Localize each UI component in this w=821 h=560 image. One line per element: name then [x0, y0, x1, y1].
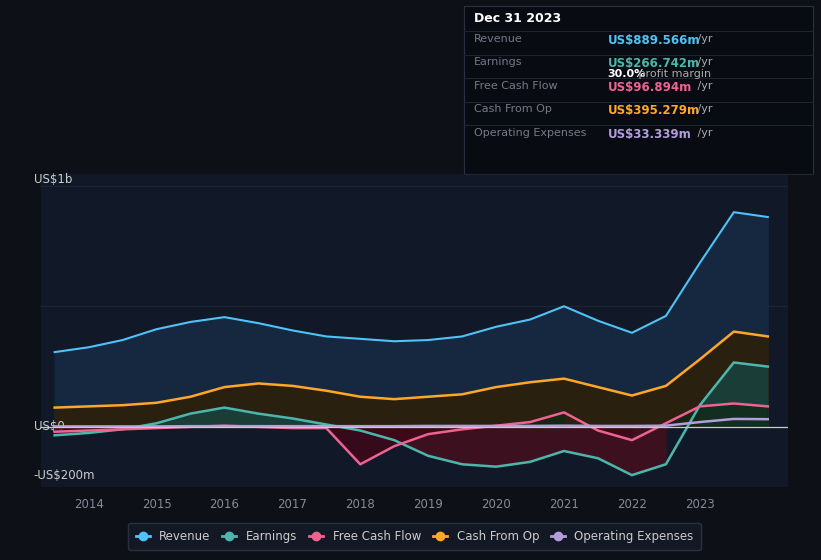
- Text: US$0: US$0: [34, 421, 64, 433]
- Text: 30.0%: 30.0%: [608, 69, 646, 80]
- Text: Cash From Op: Cash From Op: [474, 104, 552, 114]
- Text: /yr: /yr: [694, 81, 713, 91]
- Text: US$395.279m: US$395.279m: [608, 104, 699, 117]
- Text: Operating Expenses: Operating Expenses: [474, 128, 586, 138]
- Text: Earnings: Earnings: [474, 57, 522, 67]
- Text: US$33.339m: US$33.339m: [608, 128, 691, 141]
- Text: -US$200m: -US$200m: [34, 469, 95, 482]
- Text: /yr: /yr: [694, 104, 713, 114]
- Text: Dec 31 2023: Dec 31 2023: [474, 12, 561, 25]
- Text: /yr: /yr: [694, 57, 713, 67]
- Text: profit margin: profit margin: [635, 69, 711, 80]
- Text: US$266.742m: US$266.742m: [608, 57, 699, 70]
- Text: US$1b: US$1b: [34, 172, 72, 186]
- Text: /yr: /yr: [694, 128, 713, 138]
- Legend: Revenue, Earnings, Free Cash Flow, Cash From Op, Operating Expenses: Revenue, Earnings, Free Cash Flow, Cash …: [128, 523, 701, 550]
- Text: /yr: /yr: [694, 34, 713, 44]
- Text: US$96.894m: US$96.894m: [608, 81, 692, 94]
- Text: Free Cash Flow: Free Cash Flow: [474, 81, 557, 91]
- Text: US$889.566m: US$889.566m: [608, 34, 700, 46]
- Text: Revenue: Revenue: [474, 34, 522, 44]
